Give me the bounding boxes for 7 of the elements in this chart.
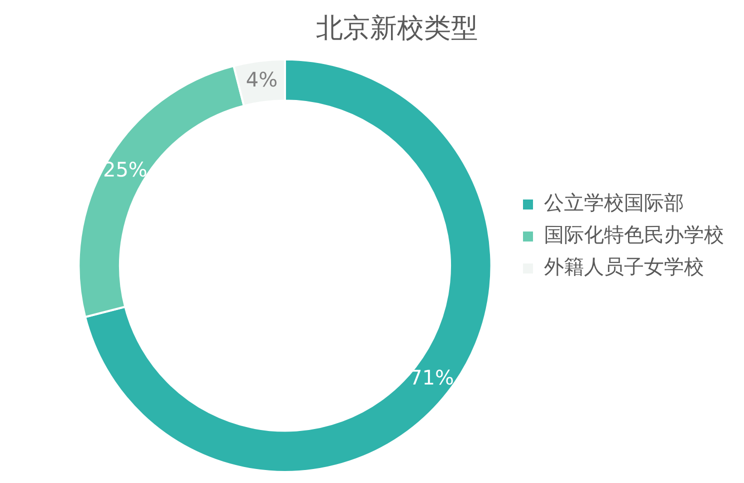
data-label: 4%	[246, 68, 278, 92]
data-label: 71%	[409, 366, 454, 390]
legend-label: 外籍人员子女学校	[544, 254, 704, 279]
data-label: 25%	[102, 157, 148, 182]
legend-label: 公立学校国际部	[544, 190, 684, 215]
chart-title: 北京新校类型	[316, 13, 478, 44]
legend-label: 国际化特色民办学校	[544, 222, 724, 247]
